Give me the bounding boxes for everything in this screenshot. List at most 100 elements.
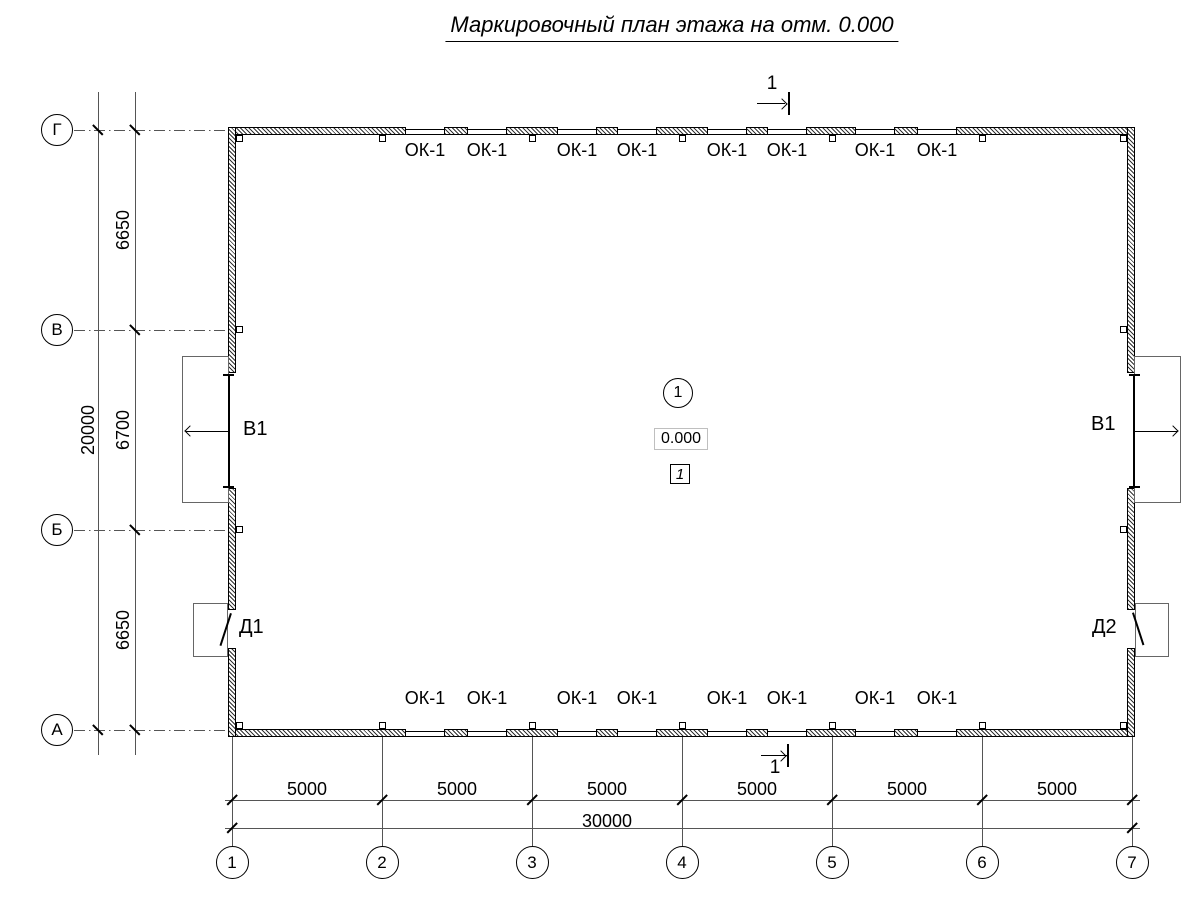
dim-value-bay-5-6: 5000 [886,779,928,799]
node-reference-number: 1 [675,465,685,483]
dim-value-bay-3-4: 5000 [586,779,628,799]
gate-right-tag: В1 [1091,413,1116,435]
gate-left-arrow-line [186,430,229,432]
pilaster [236,526,243,533]
axis-line-5 [831,737,833,846]
axis-bubble-1: 1 [215,846,249,879]
wall-bottom-segment [806,729,856,737]
window-symbol [856,730,894,737]
pilaster [529,722,536,729]
door-left-tag: Д1 [239,616,264,638]
wall-top-segment [444,127,468,135]
pilaster [829,722,836,729]
axis-bubble-3: 3 [515,846,549,879]
wall-top-segment [894,127,918,135]
gate-left-leaf [228,375,230,487]
room-number: 1 [673,384,683,401]
axis-label-v: В [51,320,63,339]
axis-label-6: 6 [977,852,987,872]
window-tag: ОК-1 [706,688,748,708]
gate-left-tag: В1 [243,418,268,440]
axis-line-v [74,329,228,331]
node-reference-mark: 1 [670,464,690,484]
pilaster [1120,722,1127,729]
window-symbol [768,730,806,737]
window-tag: ОК-1 [706,140,748,160]
section-arrow-icon-top [776,97,788,110]
window-symbol [918,128,956,135]
wall-top-segment [956,127,1135,135]
window-tag: ОК-1 [556,688,598,708]
pilaster [1120,135,1127,142]
axis-bubble-6: 6 [965,846,999,879]
door-right-tag: Д2 [1092,616,1117,638]
axis-line-4 [681,737,683,846]
window-symbol [768,128,806,135]
pilaster [679,722,686,729]
window-symbol [468,128,506,135]
section-trace-bottom [787,744,789,767]
axis-bubble-g: Г [41,114,73,146]
axis-bubble-5: 5 [815,846,849,879]
dim-line-horizontal-total [225,827,1140,829]
axis-line-1 [231,737,233,846]
dim-value-bay-2-3: 5000 [436,779,478,799]
wall-bottom-segment [444,729,468,737]
window-tag: ОК-1 [556,140,598,160]
section-number-top: 1 [766,73,778,94]
dim-value-total-height: 20000 [78,404,98,456]
axis-line-7 [1131,737,1133,846]
axis-line-a [74,729,228,731]
window-tag: ОК-1 [616,140,658,160]
wall-right-segment [1127,488,1135,610]
wall-top-segment [506,127,558,135]
window-tag: ОК-1 [466,688,508,708]
dim-line-vertical-segments [134,92,136,755]
wall-left-segment [228,488,236,610]
door-left-porch [193,603,228,657]
window-tag: ОК-1 [616,688,658,708]
door-right-porch [1135,603,1169,657]
wall-left-segment [228,127,236,373]
pilaster [236,722,243,729]
dim-value-b-a: 6650 [113,609,133,651]
pilaster [379,135,386,142]
wall-bottom-segment [746,729,768,737]
dim-value-bay-6-7: 5000 [1036,779,1078,799]
window-tag: ОК-1 [854,140,896,160]
axis-bubble-2: 2 [365,846,399,879]
dim-value-bay-1-2: 5000 [286,779,328,799]
pilaster [979,135,986,142]
section-number-bottom: 1 [769,757,781,778]
axis-label-2: 2 [377,852,387,872]
pilaster [1120,326,1127,333]
wall-top-segment [746,127,768,135]
pilaster [379,722,386,729]
pilaster [236,326,243,333]
window-tag: ОК-1 [404,140,446,160]
wall-bottom-segment [596,729,618,737]
axis-label-5: 5 [827,852,837,872]
axis-line-6 [981,737,983,846]
axis-bubble-4: 4 [665,846,699,879]
axis-label-g: Г [52,120,62,139]
room-number-bubble: 1 [663,378,693,408]
elevation-mark: 0.000 [654,428,708,450]
axis-label-7: 7 [1127,852,1137,872]
drawing-title: Маркировочный план этажа на отм. 0.000 [445,12,899,42]
window-tag: ОК-1 [916,688,958,708]
gate-right-arrow-line [1134,430,1177,432]
window-symbol [708,128,746,135]
wall-bottom-segment [956,729,1135,737]
wall-bottom-segment [506,729,558,737]
axis-line-3 [531,737,533,846]
wall-top-segment [656,127,708,135]
wall-left-segment [228,648,236,737]
dim-value-g-v: 6650 [113,209,133,251]
window-tag: ОК-1 [766,688,808,708]
axis-label-a: А [51,720,63,739]
window-symbol [618,128,656,135]
gate-right-leaf-end [1129,486,1140,488]
window-symbol [406,128,444,135]
window-tag: ОК-1 [404,688,446,708]
